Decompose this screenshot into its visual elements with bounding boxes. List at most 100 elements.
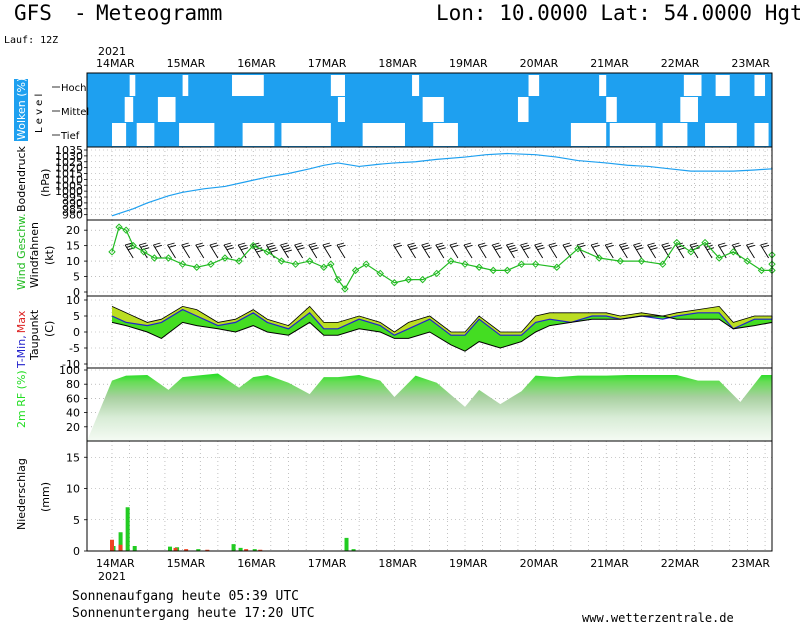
- date-axis-bottom: 14MAR 15MAR 16MAR 17MAR 18MAR 19MAR 20MAR 21MAR…: [96, 557, 770, 570]
- wind-barb-feather: [284, 249, 292, 253]
- cloud-clear-block: [528, 75, 540, 96]
- pressure-unit: (hPa): [39, 169, 52, 197]
- wind-speed-marker: [291, 260, 300, 268]
- date-label-bottom: 18MAR: [378, 557, 417, 570]
- wind-barb-feather: [283, 247, 291, 251]
- cloud-clear-block: [182, 75, 189, 96]
- source-link[interactable]: www.wetterzentrale.de: [582, 611, 734, 625]
- panel-frame: [86, 440, 773, 552]
- wind-barb-feather: [125, 242, 133, 246]
- wind-barb-feather: [507, 244, 515, 248]
- wind-barb: [534, 242, 545, 259]
- cloud-clear-areas: [112, 75, 769, 146]
- wind-speed-marker: [193, 263, 201, 271]
- wind-barb-staff: [477, 244, 487, 259]
- wind-barb-feather: [619, 242, 627, 246]
- wind-speed-marker: [729, 248, 737, 256]
- humidity-area: [87, 373, 772, 441]
- precipitation-bar: [238, 547, 243, 551]
- y-tick-label: 10: [66, 255, 80, 268]
- wind-barb: [689, 242, 700, 259]
- y-tick-label: 985: [62, 203, 83, 216]
- cloud-clear-block: [705, 123, 737, 146]
- cloud-clear-block: [136, 123, 155, 146]
- wind-barb-feather: [223, 242, 232, 246]
- y-tick-label: 1005: [55, 179, 83, 192]
- dewpoint-line: [111, 315, 773, 352]
- date-label-top: 22MAR: [661, 57, 700, 70]
- wind-barb: [618, 242, 630, 259]
- cloud-level-labels: Hoch Mittel Tief: [52, 83, 89, 142]
- wind-barb-feather: [465, 244, 473, 248]
- wind-barb-staff: [308, 244, 318, 259]
- humidity-ylabel: 2m RF (%): [15, 370, 28, 428]
- wind-barb-feather: [394, 244, 403, 248]
- y-tick-label: 15: [66, 240, 80, 253]
- cloud-clear-block: [433, 123, 458, 146]
- tmax-line: [111, 305, 773, 333]
- wind-barb: [280, 242, 292, 259]
- date-label-top: 21MAR: [590, 57, 629, 70]
- wind-barb-feather: [633, 242, 641, 246]
- date-label-bottom: 17MAR: [308, 557, 347, 570]
- wind-barb-staff: [124, 244, 134, 259]
- y-tick-label: 1025: [55, 156, 83, 169]
- wind-barb-feather: [506, 242, 514, 246]
- wind-barb-staff: [506, 244, 515, 259]
- precipitation-bar: [184, 549, 189, 551]
- panel-frames: [86, 72, 773, 552]
- wind-barb-feather: [562, 242, 571, 246]
- wind-barb-feather: [295, 244, 304, 248]
- precipitation-bar: [231, 544, 236, 551]
- wind-barb: [491, 242, 503, 259]
- wind-panel: 0 5 10 15 20 Wind Geschw. Windfahnen (kt): [15, 213, 776, 299]
- date-label-bottom: 20MAR: [520, 557, 559, 570]
- wind-barb-feather: [270, 249, 278, 253]
- temperature-area: [112, 309, 772, 352]
- precipitation-bar: [118, 532, 123, 551]
- wind-barb-feather: [689, 242, 698, 246]
- wind-barb-staff: [181, 244, 191, 259]
- y-tick-label: 100: [59, 364, 80, 377]
- wind-barb: [746, 242, 756, 259]
- wind-barb-feather: [636, 247, 644, 251]
- wind-barb-feather: [269, 247, 277, 251]
- y-tick-label: 20: [66, 421, 80, 434]
- wind-speed-line: [111, 226, 773, 290]
- precipitation-bar: [110, 539, 114, 551]
- wind-barb-feather: [510, 249, 518, 253]
- dewpoint-ylabel: Taupunkt: [28, 309, 41, 361]
- wind-barb-feather: [606, 244, 614, 248]
- y-tick-label: 1020: [55, 162, 83, 175]
- wind-barb-staff: [520, 244, 529, 259]
- wind-barb-staff: [548, 244, 558, 259]
- wind-barb-feather: [167, 242, 175, 246]
- wind-speed-marker: [433, 269, 441, 278]
- wind-barb-feather: [605, 242, 613, 246]
- wind-barb-staff: [167, 244, 176, 259]
- date-label-bottom: 21MAR: [590, 557, 629, 570]
- wind-speed-marker: [616, 257, 625, 265]
- cloud-clear-block: [517, 97, 529, 122]
- y-tick-label: 0: [73, 545, 80, 558]
- wind-speed-marker: [715, 254, 723, 262]
- pressure-panel: 9809859909951000100510101015102010251030…: [15, 144, 773, 222]
- wind-barb-feather: [521, 244, 530, 248]
- precipitation-bar: [196, 549, 201, 551]
- wind-barb-feather: [622, 247, 630, 251]
- y-tick-label: 990: [62, 197, 83, 210]
- wind-barb-staff: [703, 244, 713, 259]
- title-dash: -: [74, 1, 87, 25]
- run-label: Lauf: 12Z: [4, 35, 58, 46]
- wind-barb-feather: [650, 247, 658, 251]
- y-tick-label: 980: [62, 209, 83, 222]
- wind-barbs: [124, 242, 770, 259]
- wind-barb-feather: [280, 242, 288, 246]
- wind-barb: [195, 242, 205, 259]
- date-label-bottom: 16MAR: [237, 557, 276, 570]
- cloud-clear-block: [129, 75, 136, 96]
- y-tick-label: 1015: [55, 168, 83, 181]
- wind-barb-feather: [479, 244, 487, 248]
- y-tick-label: 40: [66, 407, 80, 420]
- date-label-top: 15MAR: [167, 57, 206, 70]
